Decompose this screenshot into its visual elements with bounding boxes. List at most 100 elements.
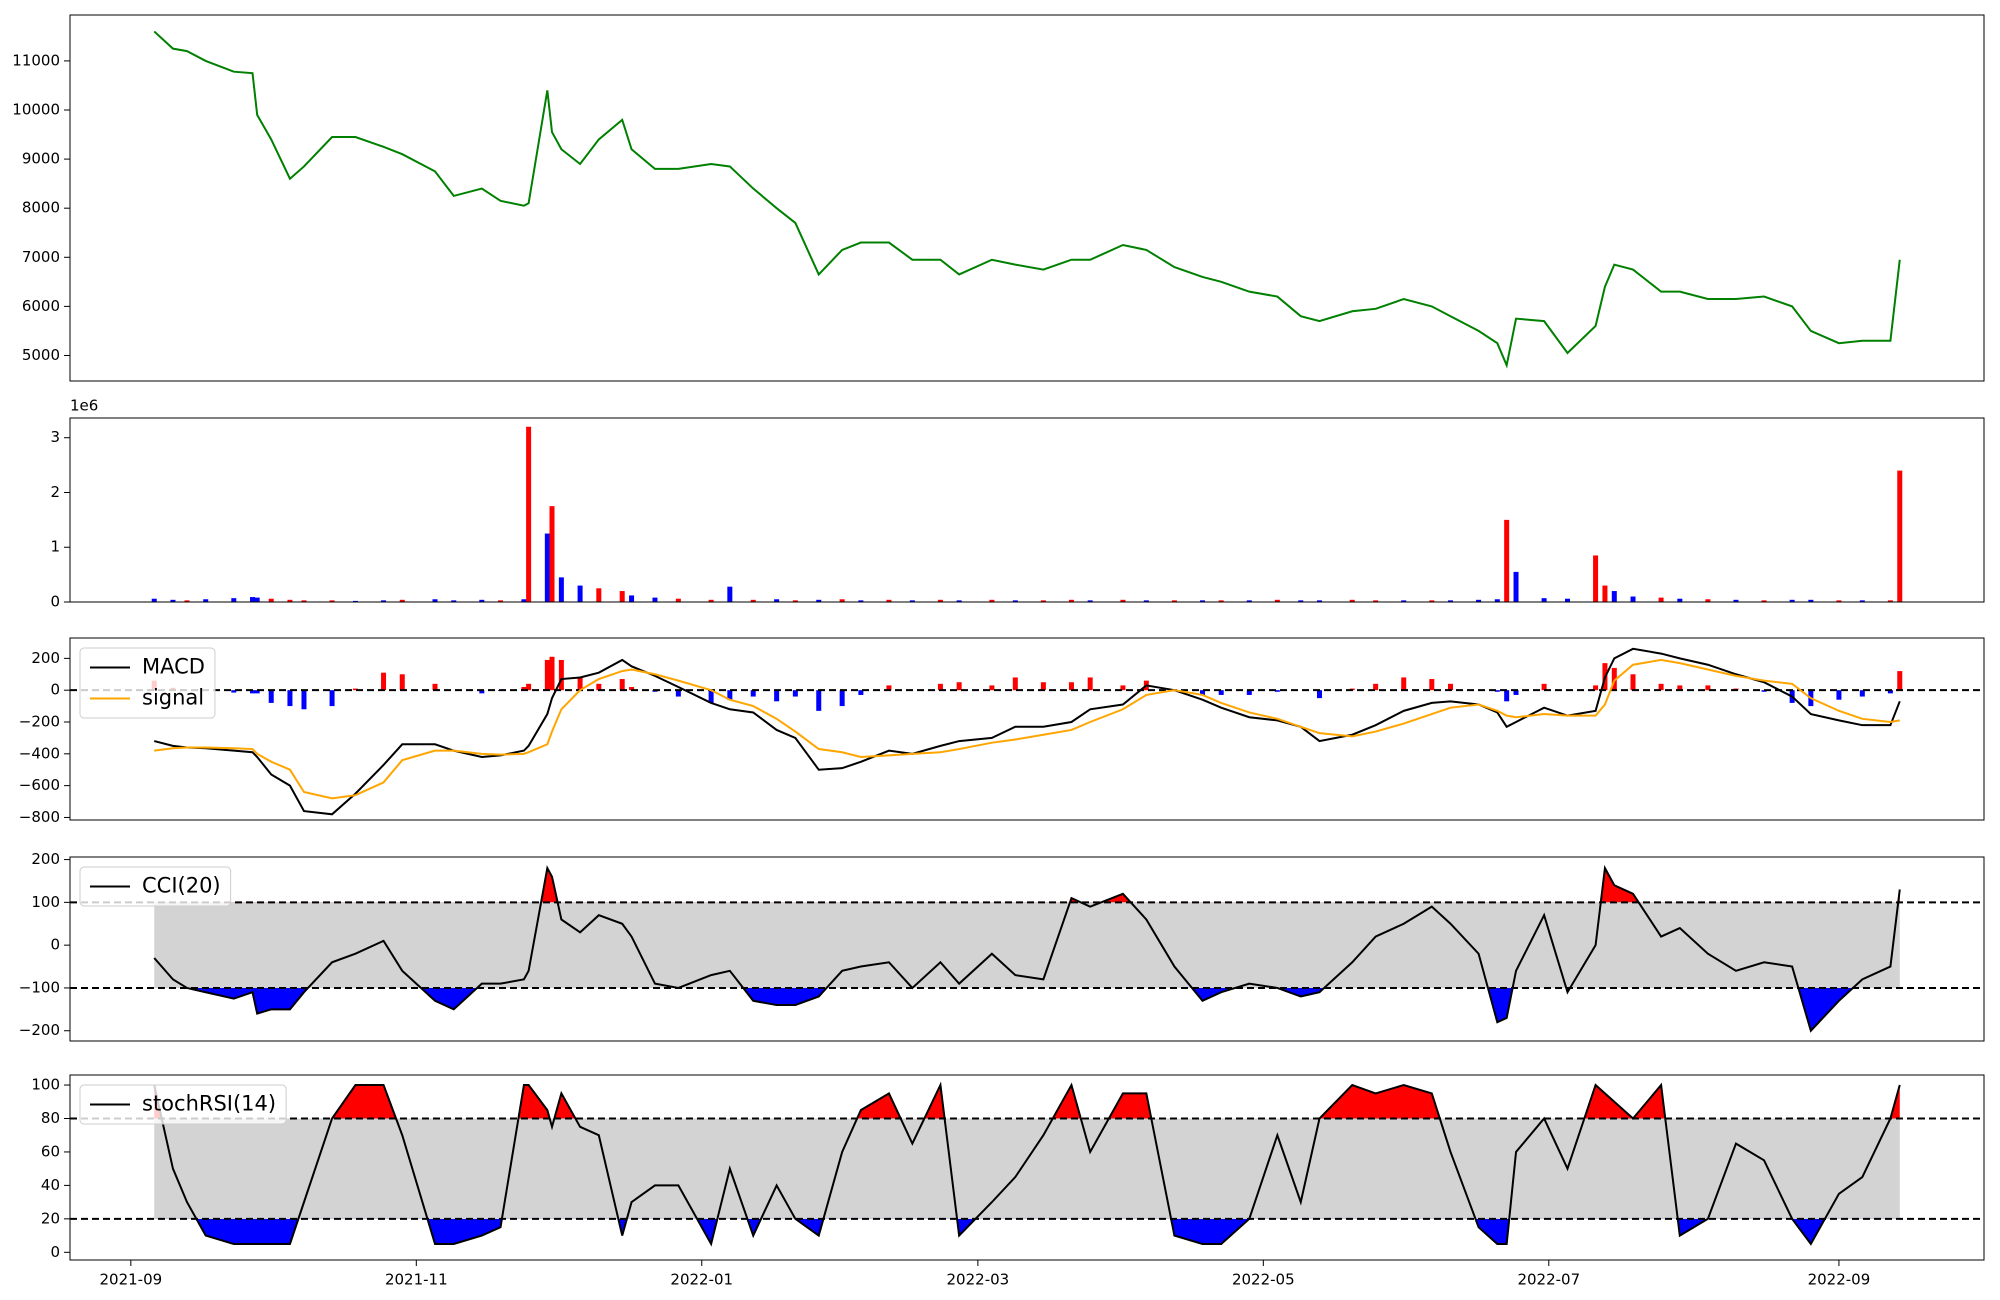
histogram-bar: [858, 690, 864, 695]
neutral-band: [154, 902, 1900, 988]
histogram-bar: [1316, 690, 1322, 699]
y-tick-label: 0: [50, 936, 60, 954]
bar: [1298, 600, 1304, 602]
histogram-bar: [558, 659, 564, 691]
bar: [329, 600, 335, 602]
histogram-bar: [1373, 683, 1379, 691]
bar: [254, 597, 260, 602]
bar: [1504, 519, 1510, 602]
axes-frame: [69, 417, 1985, 603]
histogram-bar: [301, 690, 307, 710]
histogram-bar: [1611, 667, 1617, 691]
histogram-bar: [329, 690, 335, 707]
bar: [1143, 600, 1149, 602]
bar: [479, 599, 485, 602]
y-tick-label: 5000: [22, 346, 60, 364]
histogram-bar: [287, 690, 293, 707]
histogram-bar: [521, 687, 527, 691]
bar: [1611, 591, 1617, 602]
y-tick-label: 40: [41, 1176, 60, 1194]
bar: [596, 588, 602, 602]
line: [153, 864, 1901, 1033]
bar: [956, 600, 962, 602]
y-tick-label: −200: [19, 713, 60, 731]
histogram-bar: [1274, 690, 1280, 692]
neutral-band: [154, 1118, 1900, 1219]
axes-frame: [69, 637, 1985, 821]
histogram-bar: [1897, 671, 1903, 691]
bar: [544, 533, 550, 602]
bar: [1593, 555, 1599, 602]
y-tick-label: −400: [19, 744, 60, 762]
legend-label: MACD: [142, 655, 205, 679]
y-tick-label: 200: [31, 850, 60, 868]
histogram-bar: [1246, 690, 1252, 695]
y-tick-label: 0: [50, 1243, 60, 1261]
x-tick-label: 2022-01: [670, 1271, 733, 1289]
y-tick-label: 2: [50, 483, 60, 501]
legend-label: stochRSI(14): [142, 1092, 276, 1116]
line: [153, 647, 1901, 816]
bar: [839, 599, 845, 602]
y-offset-label: 1e6: [70, 397, 98, 415]
bar: [1789, 599, 1795, 602]
histogram-bar: [250, 690, 256, 694]
bar: [1733, 599, 1739, 602]
histogram-bar: [816, 690, 822, 711]
histogram-bar: [1012, 677, 1018, 691]
histogram-bar: [1429, 679, 1435, 691]
histogram-bar: [1630, 674, 1636, 691]
histogram-bar: [1677, 685, 1683, 691]
x-tick-label: 2022-07: [1517, 1271, 1580, 1289]
histogram-bar: [596, 683, 602, 691]
histogram-bar: [839, 690, 845, 707]
bar: [1087, 600, 1093, 602]
y-tick-label: −100: [19, 978, 60, 996]
histogram-bar: [774, 690, 780, 702]
histogram-bar: [1593, 685, 1599, 691]
histogram-bar: [956, 682, 962, 691]
legend-box: [79, 647, 216, 719]
bar: [1897, 470, 1903, 602]
histogram-bar: [619, 679, 625, 691]
bar: [1373, 600, 1379, 602]
bar: [1120, 599, 1126, 602]
x-tick-label: 2022-05: [1232, 1271, 1295, 1289]
bar: [381, 600, 387, 602]
histogram-bar: [1040, 682, 1046, 691]
histogram-bar: [1541, 683, 1547, 691]
bar: [399, 599, 405, 602]
bar: [1541, 598, 1547, 602]
line: [153, 30, 1901, 369]
bar: [774, 599, 780, 602]
bar: [352, 600, 358, 602]
bar: [498, 600, 504, 602]
bar: [1836, 600, 1842, 602]
bar: [1448, 600, 1454, 602]
legend-label: CCI(20): [142, 874, 221, 898]
bar: [792, 600, 798, 602]
bar: [1494, 599, 1500, 602]
bar: [526, 426, 532, 602]
bar: [1171, 600, 1177, 602]
bar: [432, 599, 438, 602]
histogram-bar: [577, 677, 583, 691]
axes-frame: [69, 1074, 1985, 1261]
histogram-bar: [381, 672, 387, 691]
x-tick-label: 2021-11: [385, 1271, 448, 1289]
bar: [1199, 600, 1205, 602]
bar: [1012, 600, 1018, 602]
bar: [203, 599, 209, 602]
histogram-bar: [1859, 690, 1865, 697]
bar: [1316, 600, 1322, 602]
oversold-area: [196, 1218, 1825, 1244]
y-tick-label: −600: [19, 776, 60, 794]
legend-box: [79, 1084, 287, 1125]
bar: [451, 600, 457, 602]
y-tick-label: 6000: [22, 297, 60, 315]
line: [153, 1081, 1901, 1247]
histogram-bar: [708, 690, 714, 703]
histogram-bar: [1448, 683, 1454, 691]
histogram-bar: [432, 683, 438, 691]
